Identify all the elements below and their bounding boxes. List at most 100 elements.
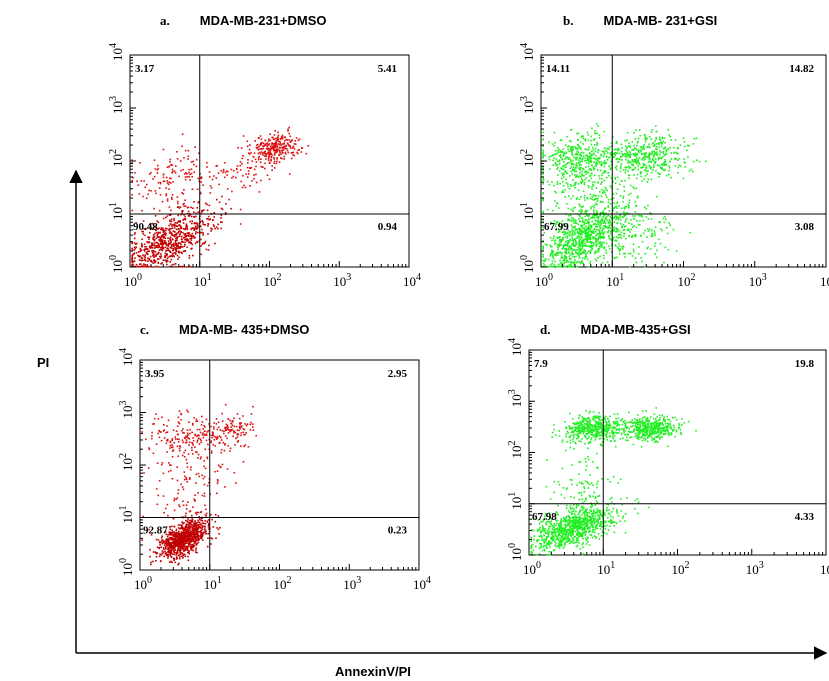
data-point	[564, 166, 567, 168]
data-point	[178, 247, 180, 249]
data-point	[222, 168, 225, 171]
data-point	[202, 432, 204, 434]
data-point	[592, 166, 595, 169]
data-point	[578, 227, 581, 230]
data-point	[247, 152, 250, 154]
data-point	[634, 200, 637, 203]
data-point	[214, 227, 216, 230]
data-point	[587, 235, 589, 238]
data-point	[570, 235, 573, 237]
data-point	[624, 145, 627, 147]
data-point	[664, 153, 667, 156]
data-point	[168, 543, 171, 546]
data-point	[199, 517, 201, 519]
data-point	[199, 523, 201, 526]
data-point	[549, 244, 552, 247]
data-point	[256, 144, 258, 146]
data-point	[562, 244, 565, 247]
data-point	[548, 158, 551, 161]
data-point	[596, 141, 598, 144]
data-point	[622, 154, 625, 156]
data-point	[223, 449, 226, 452]
data-point	[551, 262, 554, 265]
data-point	[666, 232, 669, 235]
data-point	[173, 217, 175, 220]
data-point	[551, 143, 554, 145]
data-point	[211, 518, 213, 521]
data-point	[210, 441, 212, 444]
data-point	[590, 225, 593, 227]
data-point	[164, 256, 166, 259]
data-point	[616, 188, 619, 191]
data-point	[193, 498, 195, 501]
data-point	[605, 155, 608, 158]
data-point	[239, 208, 242, 211]
data-point	[276, 145, 278, 147]
data-point	[133, 253, 135, 255]
data-point	[615, 192, 618, 195]
data-point	[561, 255, 563, 257]
data-point	[164, 241, 167, 244]
data-point	[587, 139, 590, 142]
data-point	[164, 553, 167, 555]
data-point	[220, 214, 223, 217]
data-point	[592, 148, 595, 151]
data-point	[154, 190, 157, 192]
data-point	[601, 150, 603, 153]
data-point	[688, 144, 690, 147]
data-point	[603, 130, 606, 133]
data-point	[605, 216, 607, 219]
data-point	[613, 239, 616, 242]
data-point	[188, 529, 190, 531]
data-point	[174, 544, 176, 546]
data-point	[542, 239, 544, 242]
data-point	[282, 152, 284, 154]
data-point	[240, 434, 242, 437]
data-point	[635, 129, 637, 132]
data-point	[178, 422, 181, 425]
data-point	[180, 246, 183, 248]
data-point	[192, 546, 194, 548]
data-point	[182, 544, 184, 546]
data-point	[572, 261, 575, 264]
data-point	[234, 431, 237, 434]
data-point	[663, 261, 665, 264]
data-point	[194, 500, 196, 502]
data-point	[155, 231, 158, 234]
data-point	[272, 147, 275, 150]
data-point	[218, 183, 220, 186]
data-point	[561, 239, 564, 241]
data-point	[549, 255, 552, 257]
data-point	[249, 429, 252, 431]
data-point	[222, 441, 224, 444]
data-point	[604, 207, 607, 209]
data-point	[133, 237, 136, 240]
data-point	[165, 539, 167, 541]
data-point	[215, 437, 218, 439]
data-point	[182, 553, 184, 555]
data-point	[132, 177, 134, 179]
data-point	[532, 549, 535, 552]
data-point	[210, 434, 213, 437]
data-point	[181, 521, 183, 523]
data-point	[662, 147, 665, 150]
data-point	[552, 209, 554, 212]
data-point	[172, 234, 175, 237]
data-point	[580, 148, 582, 150]
data-point	[183, 540, 185, 542]
data-point	[210, 230, 212, 232]
data-point	[269, 145, 272, 147]
data-point	[229, 419, 231, 422]
data-point	[182, 500, 184, 503]
data-point	[221, 463, 224, 466]
data-point	[551, 260, 554, 262]
data-point	[570, 197, 572, 200]
data-point	[634, 167, 636, 170]
data-point	[195, 158, 198, 161]
data-point	[178, 445, 181, 447]
data-point	[578, 250, 581, 252]
data-point	[178, 410, 181, 412]
data-point	[572, 255, 574, 258]
data-point	[655, 169, 657, 172]
data-point	[165, 229, 167, 232]
